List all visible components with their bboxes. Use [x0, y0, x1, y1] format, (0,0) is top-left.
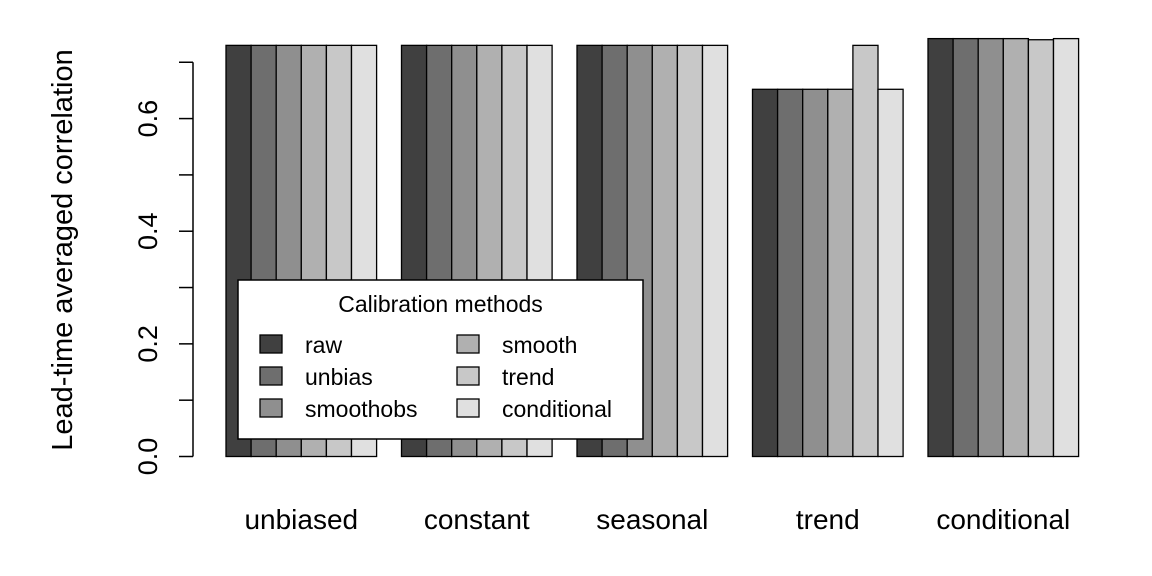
y-tick-label: 0.0 [133, 438, 163, 476]
legend-label-smoothobs: smoothobs [305, 396, 418, 422]
legend-swatch-smoothobs [259, 398, 283, 418]
legend-swatch-conditional [456, 398, 480, 418]
legend-label-conditional: conditional [502, 396, 612, 422]
x-tick-label: seasonal [596, 504, 708, 535]
x-tick-label: unbiased [244, 504, 358, 535]
bar-smoothobs-conditional [977, 37, 1004, 458]
bar-smooth-trend [827, 88, 854, 458]
legend-swatch-trend [456, 366, 480, 386]
legend-label-trend: trend [502, 364, 554, 390]
y-tick-label: 0.6 [133, 100, 163, 138]
y-axis: 0.0 0.2 0.4 0.6 [133, 61, 194, 476]
bar-raw-trend [751, 88, 779, 458]
legend-label-smooth: smooth [502, 332, 577, 358]
legend-swatch-raw [259, 334, 283, 354]
legend-title: Calibration methods [338, 291, 543, 317]
bar-raw-conditional [927, 37, 954, 458]
legend: Calibration methods raw unbias smoothobs sm… [237, 279, 644, 440]
legend-swatch-unbias [259, 366, 283, 386]
y-tick-label: 0.4 [133, 212, 163, 250]
bar-smooth-conditional [1002, 37, 1030, 458]
bar-unbias-trend [776, 88, 804, 458]
x-tick-label: trend [796, 504, 860, 535]
bar-trend-conditional [1027, 39, 1055, 458]
bar-conditional-seasonal [701, 44, 729, 458]
bar-trend-trend [852, 44, 879, 458]
bar-conditional-conditional [1052, 37, 1080, 458]
legend-box [237, 279, 644, 440]
bar-unbias-conditional [952, 37, 979, 458]
bar-smooth-seasonal [651, 44, 679, 458]
legend-label-raw: raw [305, 332, 342, 358]
bar-trend-seasonal [676, 44, 704, 458]
y-axis-label: Lead-time averaged correlation [47, 49, 79, 450]
bar-conditional-trend [877, 88, 904, 458]
x-tick-label: constant [424, 504, 530, 535]
x-axis-labels: unbiased constant seasonal trend conditional [244, 504, 1070, 535]
legend-label-unbias: unbias [305, 364, 373, 390]
y-tick-label: 0.2 [133, 325, 163, 363]
bar-smoothobs-trend [802, 88, 829, 458]
legend-items: raw unbias smoothobs smooth trend conditional [259, 332, 612, 422]
legend-swatch-smooth [456, 334, 480, 354]
x-tick-label: conditional [936, 504, 1070, 535]
